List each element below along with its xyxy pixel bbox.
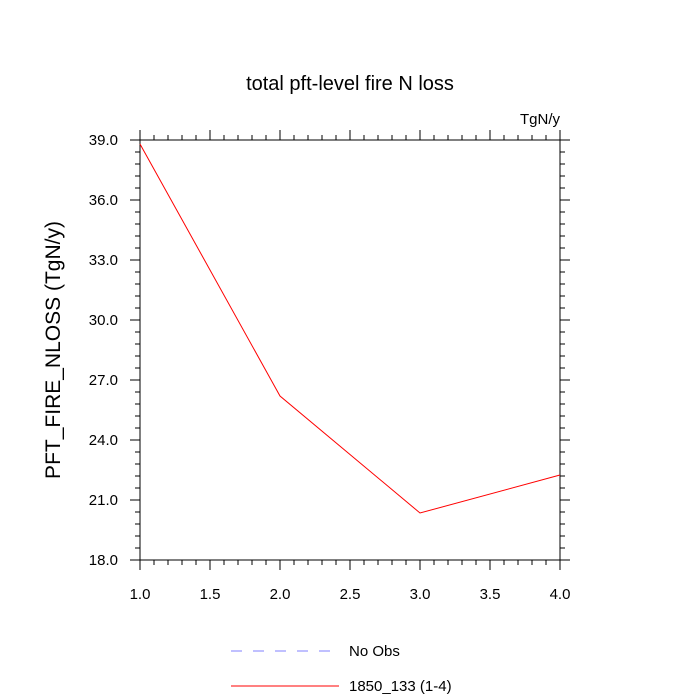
chart-title: total pft-level fire N loss bbox=[246, 73, 454, 95]
plot-area: 1.0 1.5 2.0 2.5 3.0 3.5 4.0 18.0 21.0 24.0 27.0 30.… bbox=[89, 130, 571, 603]
y-tick-label: 18.0 bbox=[89, 552, 118, 569]
x-tick-label: 3.0 bbox=[410, 586, 431, 603]
series-line bbox=[139, 143, 561, 514]
y-tick-label: 39.0 bbox=[89, 132, 118, 149]
legend: No Obs 1850_133 (1-4) bbox=[231, 643, 452, 695]
x-tick-label: 2.0 bbox=[270, 586, 291, 603]
x-tick-label: 1.0 bbox=[130, 586, 151, 603]
plot-frame bbox=[139, 139, 561, 561]
x-tick-label: 2.5 bbox=[340, 586, 361, 603]
y-tick-label: 24.0 bbox=[89, 432, 118, 449]
y-tick-label: 27.0 bbox=[89, 372, 118, 389]
legend-label: 1850_133 (1-4) bbox=[349, 678, 452, 695]
y-tick-label: 33.0 bbox=[89, 252, 118, 269]
y-tick-label: 21.0 bbox=[89, 492, 118, 509]
legend-label: No Obs bbox=[349, 643, 400, 660]
y-tick-label: 36.0 bbox=[89, 192, 118, 209]
x-tick-label: 4.0 bbox=[550, 586, 571, 603]
y-axis-label: PFT_FIRE_NLOSS (TgN/y) bbox=[42, 221, 65, 479]
x-tick-label: 3.5 bbox=[480, 586, 501, 603]
units-label: TgN/y bbox=[520, 111, 561, 128]
y-tick-label: 30.0 bbox=[89, 312, 118, 329]
x-tick-label: 1.5 bbox=[200, 586, 221, 603]
